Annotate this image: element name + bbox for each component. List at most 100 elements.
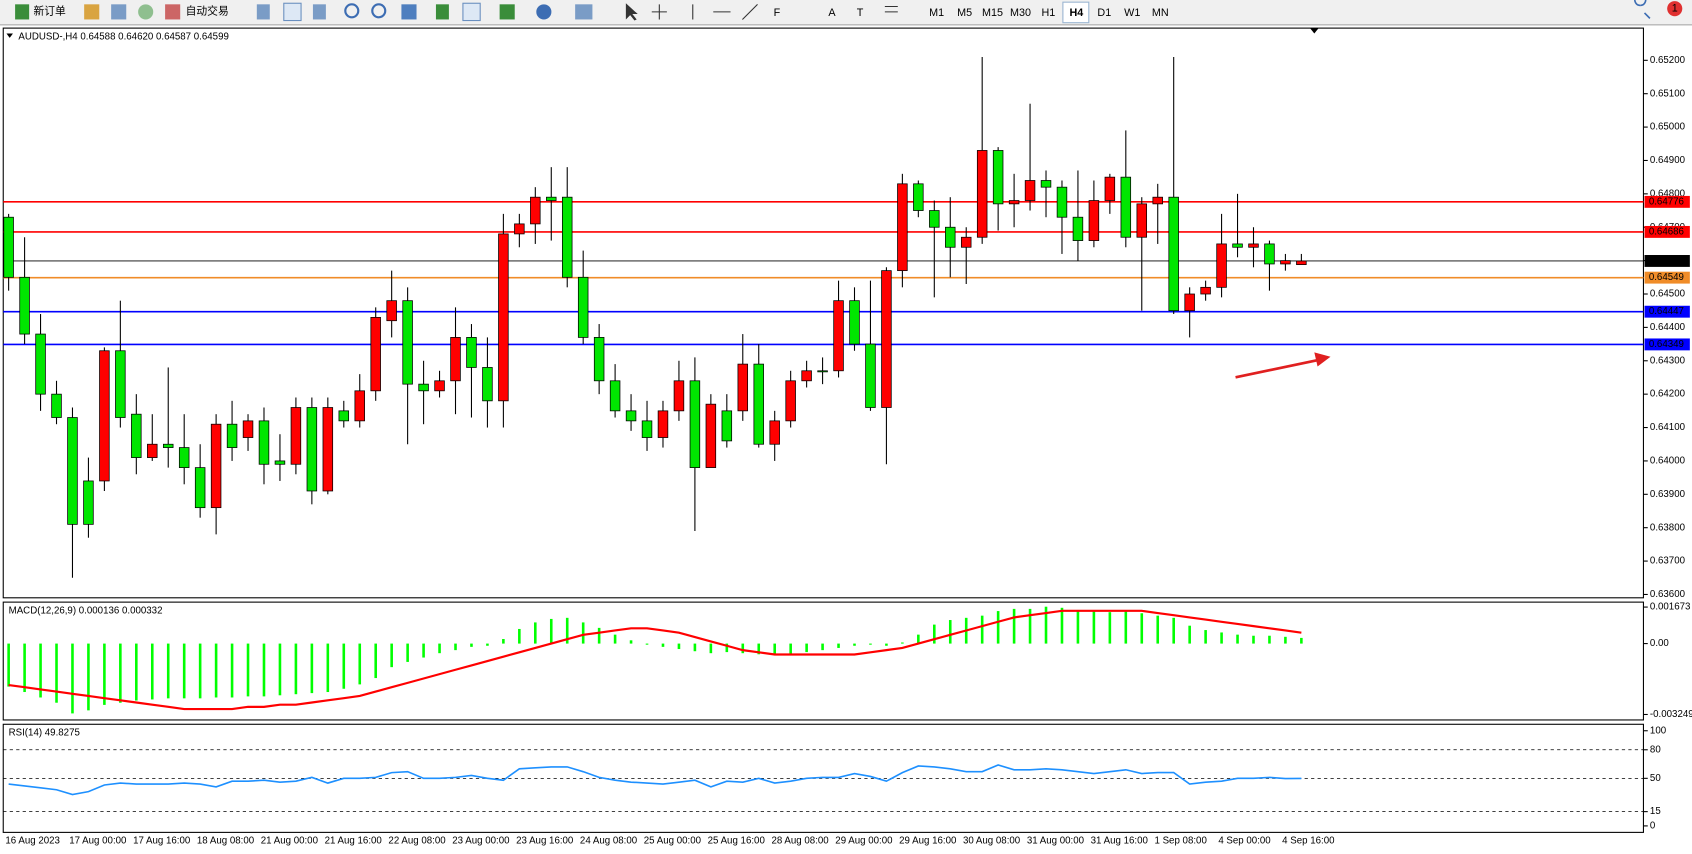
timeframe-button[interactable]: D1 [1097, 7, 1111, 19]
price-level-label: 0.64549 [1649, 272, 1684, 283]
macd-bar [150, 643, 154, 700]
timeframe-button[interactable]: M15 [982, 7, 1003, 19]
candle-body [434, 380, 445, 392]
candle-body [689, 380, 701, 468]
price-level-label: 0.64776 [1649, 196, 1684, 207]
icon [312, 4, 326, 20]
x-tick-label: 18 Aug 08:00 [197, 836, 255, 847]
macd-bar [1092, 611, 1096, 644]
macd-bar [1236, 634, 1239, 644]
candle-body [849, 300, 860, 345]
timeframe-button[interactable]: M1 [929, 7, 944, 19]
macd-bar [422, 643, 425, 658]
candle-body [721, 410, 733, 442]
y-tick-label: 0.64000 [1650, 455, 1686, 466]
icon [536, 4, 552, 20]
candle-body [1056, 186, 1068, 218]
candle-body [1296, 260, 1307, 266]
timeframe-button[interactable]: MN [1152, 7, 1169, 19]
candle-body [306, 407, 318, 492]
price-level-box [1644, 271, 1690, 284]
candle-body [290, 407, 302, 465]
candle-body [19, 276, 30, 335]
y-tick-label: 0.64900 [1650, 155, 1686, 166]
candle-body [1216, 243, 1227, 288]
candle-body [785, 380, 796, 422]
candle-body [322, 407, 334, 492]
macd-bar [757, 643, 761, 655]
candle-body [737, 363, 749, 412]
timeframe-button[interactable]: H4 [1069, 7, 1083, 19]
y-tick-label: 0.65000 [1650, 122, 1686, 133]
price-level-box [1644, 305, 1690, 318]
candle-body [881, 270, 892, 408]
candle-body [833, 300, 844, 372]
candle-body [705, 403, 717, 468]
candle-body [370, 316, 381, 392]
candle-body [1248, 243, 1259, 248]
candle-body [386, 300, 397, 322]
candle-body [115, 350, 126, 418]
timeframe-button[interactable]: W1 [1124, 7, 1140, 19]
macd-bar [1076, 609, 1080, 644]
macd-bar [1252, 635, 1255, 644]
candle-body [83, 480, 94, 525]
candle-body [482, 367, 493, 402]
candle-body [354, 390, 365, 422]
macd-bar [1300, 637, 1303, 644]
macd-bar [326, 643, 330, 693]
macd-bar [1124, 611, 1128, 644]
timeframe-button[interactable]: M30 [1010, 7, 1031, 19]
macd-bar [709, 643, 713, 654]
macd-bar [613, 634, 617, 644]
price-level-label: 0.64599 [1649, 256, 1684, 267]
candle-body [1280, 260, 1291, 265]
icon [435, 4, 449, 20]
macd-bar [1156, 615, 1160, 644]
y-tick-label: 0.64500 [1650, 289, 1686, 300]
price-level-box [1644, 195, 1690, 208]
candle-body [992, 150, 1004, 205]
toolbar-tool[interactable]: F [774, 7, 781, 19]
candle-body [242, 420, 254, 438]
candle-body [753, 363, 764, 445]
macd-bar [741, 643, 745, 654]
candle-body [561, 196, 573, 278]
toolbar-tool[interactable]: A [828, 7, 836, 19]
macd-bar [1172, 617, 1175, 644]
macd-bar [71, 643, 74, 714]
toolbar-button[interactable]: 自动交易 [186, 4, 229, 18]
icon [111, 4, 127, 20]
macd-bar [246, 643, 250, 697]
candle-body [498, 233, 509, 402]
macd-bar [853, 643, 856, 646]
candle-body [1200, 286, 1211, 295]
timeframe-button[interactable]: M5 [957, 7, 972, 19]
candle-body [147, 443, 158, 458]
x-tick-label: 25 Aug 16:00 [708, 836, 766, 847]
macd-bar [917, 634, 920, 644]
candle-body [210, 423, 222, 509]
candle-body [178, 447, 190, 468]
macd-bar [1044, 606, 1048, 644]
y-tick-label: 0.001673 [1650, 602, 1691, 613]
toolbar-button[interactable]: 新订单 [33, 4, 66, 18]
y-tick-label: 0.64200 [1650, 389, 1686, 400]
y-tick-label: 0 [1650, 820, 1656, 831]
icon [575, 4, 593, 20]
y-tick-label: 50 [1650, 773, 1661, 784]
toolbar [0, 0, 1692, 25]
toolbar-tool[interactable]: T [857, 7, 864, 19]
candle-body [450, 337, 461, 382]
timeframe-button[interactable]: H1 [1042, 7, 1056, 19]
candle-body [99, 350, 110, 482]
y-tick-label: 80 [1650, 744, 1661, 755]
x-tick-label: 17 Aug 16:00 [133, 836, 191, 847]
macd-bar [1012, 608, 1016, 644]
candle-body [530, 196, 541, 225]
y-tick-label: 0.64400 [1650, 322, 1686, 333]
x-tick-label: 24 Aug 08:00 [580, 836, 638, 847]
macd-bar [7, 643, 10, 687]
